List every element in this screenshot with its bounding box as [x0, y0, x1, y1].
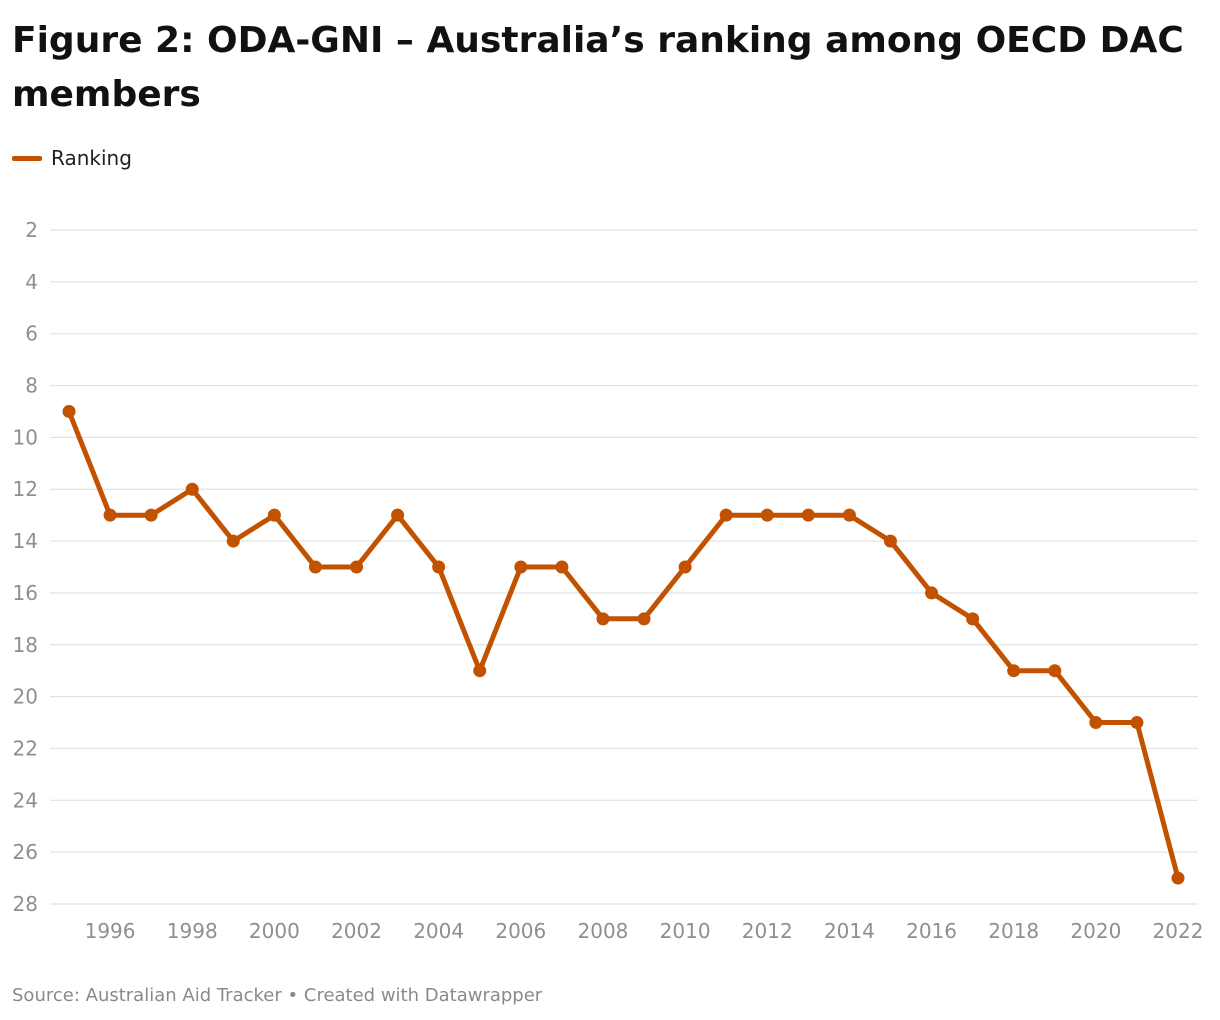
y-tick-label: 6: [25, 322, 38, 346]
x-tick-label: 2008: [578, 919, 629, 943]
y-tick-label: 20: [13, 685, 38, 709]
y-tick-label: 10: [13, 425, 38, 449]
x-tick-label: 1998: [167, 919, 218, 943]
x-tick-label: 2020: [1070, 919, 1121, 943]
data-point: [1089, 716, 1103, 730]
x-tick-label: 2014: [824, 919, 875, 943]
x-tick-label: 2010: [660, 919, 711, 943]
data-point: [842, 508, 856, 522]
data-points: [62, 404, 1185, 885]
legend: Ranking: [12, 146, 132, 170]
credit-text: Created with Datawrapper: [303, 985, 543, 1006]
data-point: [637, 612, 651, 626]
data-point: [678, 560, 692, 574]
series-line-ranking: [66, 409, 1181, 881]
data-point: [267, 508, 281, 522]
data-point: [473, 664, 487, 678]
footer-separator: •: [287, 985, 299, 1006]
data-point: [760, 508, 774, 522]
data-point: [596, 612, 610, 626]
data-point: [308, 560, 322, 574]
y-tick-label: 16: [13, 581, 38, 605]
x-tick-label: 2004: [413, 919, 464, 943]
y-tick-label: 4: [25, 270, 38, 294]
data-point: [883, 534, 897, 548]
source-label: Source:: [12, 985, 80, 1006]
x-tick-label: 2006: [495, 919, 546, 943]
legend-swatch: [12, 155, 42, 161]
data-point: [1171, 871, 1185, 885]
data-point: [432, 560, 446, 574]
x-tick-label: 1996: [85, 919, 136, 943]
y-tick-label: 14: [13, 529, 38, 553]
y-tick-label: 12: [13, 477, 38, 501]
data-point: [966, 612, 980, 626]
data-point: [144, 508, 158, 522]
source-name: Australian Aid Tracker: [85, 985, 282, 1006]
footer: Source: Australian Aid Tracker • Created…: [12, 985, 542, 1006]
x-tick-label: 2002: [331, 919, 382, 943]
data-point: [555, 560, 569, 574]
data-point: [925, 586, 939, 600]
grid-lines: [50, 229, 1198, 905]
data-point: [226, 534, 240, 548]
data-point: [1048, 664, 1062, 678]
data-point: [103, 508, 117, 522]
x-axis-ticks: 1996 1998 2000 2002 2004 2006 2008 2010 2012 2014…: [85, 919, 1204, 943]
data-point: [1007, 664, 1021, 678]
x-tick-label: 2022: [1153, 919, 1204, 943]
y-tick-label: 22: [13, 736, 38, 760]
chart-title: Figure 2: ODA-GNI – Australia’s ranking …: [12, 20, 1184, 115]
data-point: [1130, 716, 1144, 730]
x-tick-label: 2012: [742, 919, 793, 943]
data-point: [719, 508, 733, 522]
data-point: [185, 482, 199, 496]
legend-label-ranking: Ranking: [51, 146, 132, 170]
x-tick-label: 2018: [988, 919, 1039, 943]
data-point: [62, 404, 76, 418]
x-tick-label: 2016: [906, 919, 957, 943]
y-tick-label: 8: [25, 374, 38, 398]
y-tick-label: 24: [13, 788, 38, 812]
y-tick-label: 26: [13, 840, 38, 864]
y-tick-label: 18: [13, 633, 38, 657]
y-tick-label: 28: [13, 892, 38, 916]
data-point: [350, 560, 364, 574]
data-point: [514, 560, 528, 574]
y-tick-label: 2: [25, 218, 38, 242]
data-point: [801, 508, 815, 522]
x-tick-label: 2000: [249, 919, 300, 943]
data-point: [391, 508, 405, 522]
